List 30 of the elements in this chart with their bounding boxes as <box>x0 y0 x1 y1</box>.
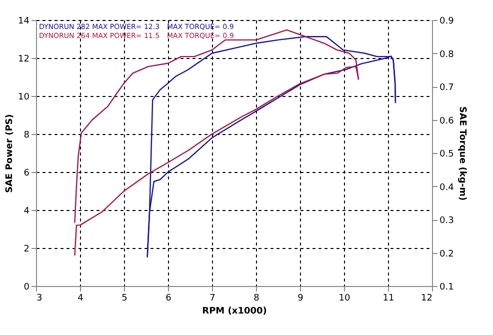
y2-tick-label: 0.5 <box>440 150 454 160</box>
y-tick-label: 8 <box>24 130 30 140</box>
y-tick-label: 2 <box>24 244 30 254</box>
y2-axis-title: SAE Torque (kg-m) <box>456 106 467 201</box>
x-tick-label: 10 <box>338 294 350 304</box>
y-tick-label: 10 <box>18 92 30 102</box>
y2-tick-label: 0.9 <box>440 16 454 26</box>
y-tick-label: 12 <box>18 54 30 64</box>
y2-tick-label: 0.4 <box>440 182 454 193</box>
y2-tick-label: 0.8 <box>440 50 454 60</box>
x-tick-label: 11 <box>382 294 394 304</box>
y-tick-label: 14 <box>18 16 30 26</box>
x-tick-label: 9 <box>298 294 304 304</box>
y2-tick-label: 0.7 <box>440 83 454 93</box>
y2-tick-label: 0.3 <box>440 216 454 226</box>
y-tick-label: 0 <box>24 282 30 292</box>
y2-tick-label: 0.2 <box>440 249 454 260</box>
y2-tick-label: 0.1 <box>440 282 454 292</box>
y-tick-label: 6 <box>24 168 30 178</box>
x-tick-label: 6 <box>166 294 172 304</box>
x-tick-label: 5 <box>122 294 128 304</box>
y-tick-label: 4 <box>24 206 30 216</box>
y2-tick-label: 0.6 <box>440 116 454 126</box>
x-tick-label: 7 <box>210 294 216 304</box>
x-tick-label: 12 <box>421 294 432 304</box>
x-tick-label: 4 <box>78 294 84 304</box>
y-axis-title: SAE Power (PS) <box>5 114 16 193</box>
x-tick-label: 8 <box>254 294 260 304</box>
x-tick-label: 3 <box>36 294 42 304</box>
x-axis-title: RPM (x1000) <box>202 306 267 316</box>
